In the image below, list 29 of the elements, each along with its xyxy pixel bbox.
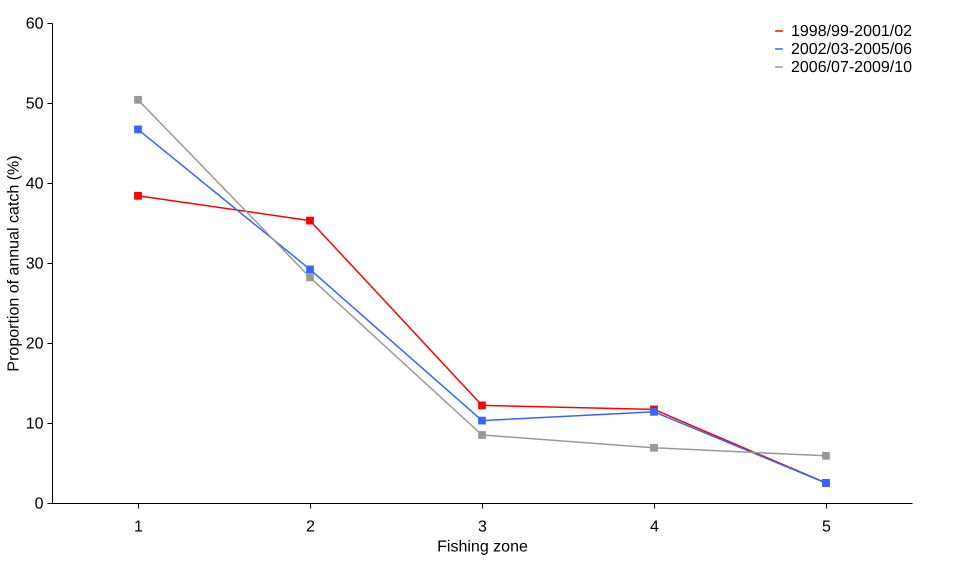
legend-label: 2006/07-2009/10 [791, 59, 912, 76]
y-tick-label: 30 [26, 256, 44, 272]
point [650, 408, 658, 416]
y-tick-label: 60 [26, 16, 44, 32]
point [134, 96, 142, 104]
legend-label: 1998/99-2001/02 [791, 23, 912, 40]
x-tick-label: 3 [478, 518, 488, 536]
y-tick-label: 20 [26, 336, 44, 352]
point [478, 416, 486, 424]
point [478, 431, 486, 439]
x-tick-label: 4 [650, 518, 660, 536]
x-axis-title: Fishing zone [437, 538, 528, 556]
y-axis-title: Proportion of annual catch (%) [6, 155, 23, 372]
x-tick-label: 5 [822, 518, 832, 536]
legend-label: 2002/03-2005/06 [791, 41, 912, 58]
point [134, 192, 142, 200]
y-tick-label: 10 [26, 416, 44, 432]
x-tick-label: 2 [306, 518, 316, 536]
y-tick-label: 0 [34, 496, 44, 512]
point [478, 402, 486, 410]
point [306, 274, 314, 282]
point [822, 452, 830, 460]
point [650, 444, 658, 452]
x-tick-label: 1 [134, 518, 144, 536]
point [134, 126, 142, 134]
point [306, 216, 314, 224]
y-tick-label: 40 [26, 176, 44, 192]
y-tick-label: 50 [26, 96, 44, 112]
point [306, 266, 314, 274]
